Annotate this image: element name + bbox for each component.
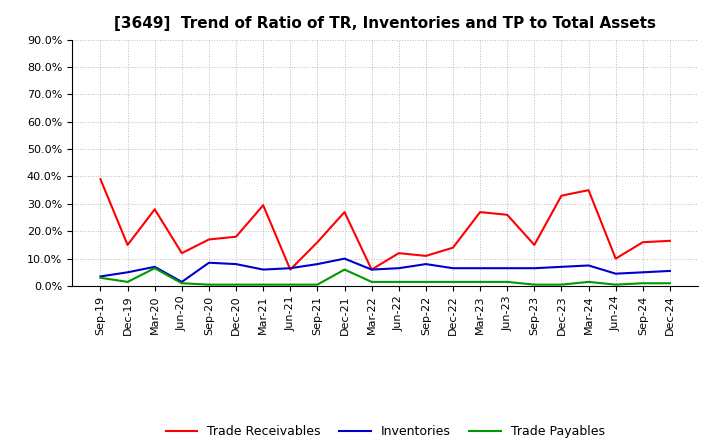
Inventories	[286, 266, 294, 271]
Trade Payables	[178, 281, 186, 286]
Trade Payables	[232, 282, 240, 287]
Trade Payables	[449, 279, 457, 285]
Trade Receivables	[611, 256, 620, 261]
Trade Receivables	[232, 234, 240, 239]
Trade Receivables	[150, 207, 159, 212]
Trade Receivables	[665, 238, 674, 243]
Trade Receivables	[421, 253, 430, 259]
Inventories	[367, 267, 376, 272]
Trade Payables	[557, 282, 566, 287]
Trade Receivables	[557, 193, 566, 198]
Trade Payables	[584, 279, 593, 285]
Inventories	[449, 266, 457, 271]
Inventories	[611, 271, 620, 276]
Trade Receivables	[313, 239, 322, 245]
Inventories	[204, 260, 213, 265]
Inventories	[530, 266, 539, 271]
Trade Receivables	[503, 212, 511, 217]
Inventories	[123, 270, 132, 275]
Trade Payables	[286, 282, 294, 287]
Trade Receivables	[476, 209, 485, 215]
Trade Receivables	[584, 187, 593, 193]
Trade Payables	[421, 279, 430, 285]
Trade Payables	[204, 282, 213, 287]
Line: Inventories: Inventories	[101, 259, 670, 282]
Trade Payables	[313, 282, 322, 287]
Trade Payables	[665, 281, 674, 286]
Trade Receivables	[96, 176, 105, 182]
Trade Receivables	[367, 267, 376, 272]
Inventories	[150, 264, 159, 269]
Trade Payables	[367, 279, 376, 285]
Trade Receivables	[259, 202, 268, 208]
Inventories	[503, 266, 511, 271]
Trade Receivables	[286, 267, 294, 272]
Trade Payables	[503, 279, 511, 285]
Trade Receivables	[123, 242, 132, 248]
Trade Receivables	[449, 245, 457, 250]
Line: Trade Payables: Trade Payables	[101, 268, 670, 285]
Trade Payables	[395, 279, 403, 285]
Trade Payables	[639, 281, 647, 286]
Trade Receivables	[204, 237, 213, 242]
Inventories	[178, 279, 186, 285]
Trade Payables	[530, 282, 539, 287]
Inventories	[313, 261, 322, 267]
Trade Payables	[150, 266, 159, 271]
Inventories	[395, 266, 403, 271]
Trade Payables	[476, 279, 485, 285]
Trade Receivables	[395, 250, 403, 256]
Inventories	[557, 264, 566, 269]
Line: Trade Receivables: Trade Receivables	[101, 179, 670, 270]
Trade Payables	[341, 267, 349, 272]
Title: [3649]  Trend of Ratio of TR, Inventories and TP to Total Assets: [3649] Trend of Ratio of TR, Inventories…	[114, 16, 656, 32]
Trade Payables	[123, 279, 132, 285]
Trade Payables	[96, 275, 105, 280]
Trade Receivables	[639, 239, 647, 245]
Inventories	[476, 266, 485, 271]
Inventories	[96, 274, 105, 279]
Trade Receivables	[530, 242, 539, 248]
Inventories	[421, 261, 430, 267]
Trade Payables	[259, 282, 268, 287]
Inventories	[259, 267, 268, 272]
Inventories	[341, 256, 349, 261]
Inventories	[665, 268, 674, 274]
Inventories	[584, 263, 593, 268]
Trade Receivables	[341, 209, 349, 215]
Inventories	[639, 270, 647, 275]
Inventories	[232, 261, 240, 267]
Trade Receivables	[178, 250, 186, 256]
Trade Payables	[611, 282, 620, 287]
Legend: Trade Receivables, Inventories, Trade Payables: Trade Receivables, Inventories, Trade Pa…	[161, 420, 610, 440]
